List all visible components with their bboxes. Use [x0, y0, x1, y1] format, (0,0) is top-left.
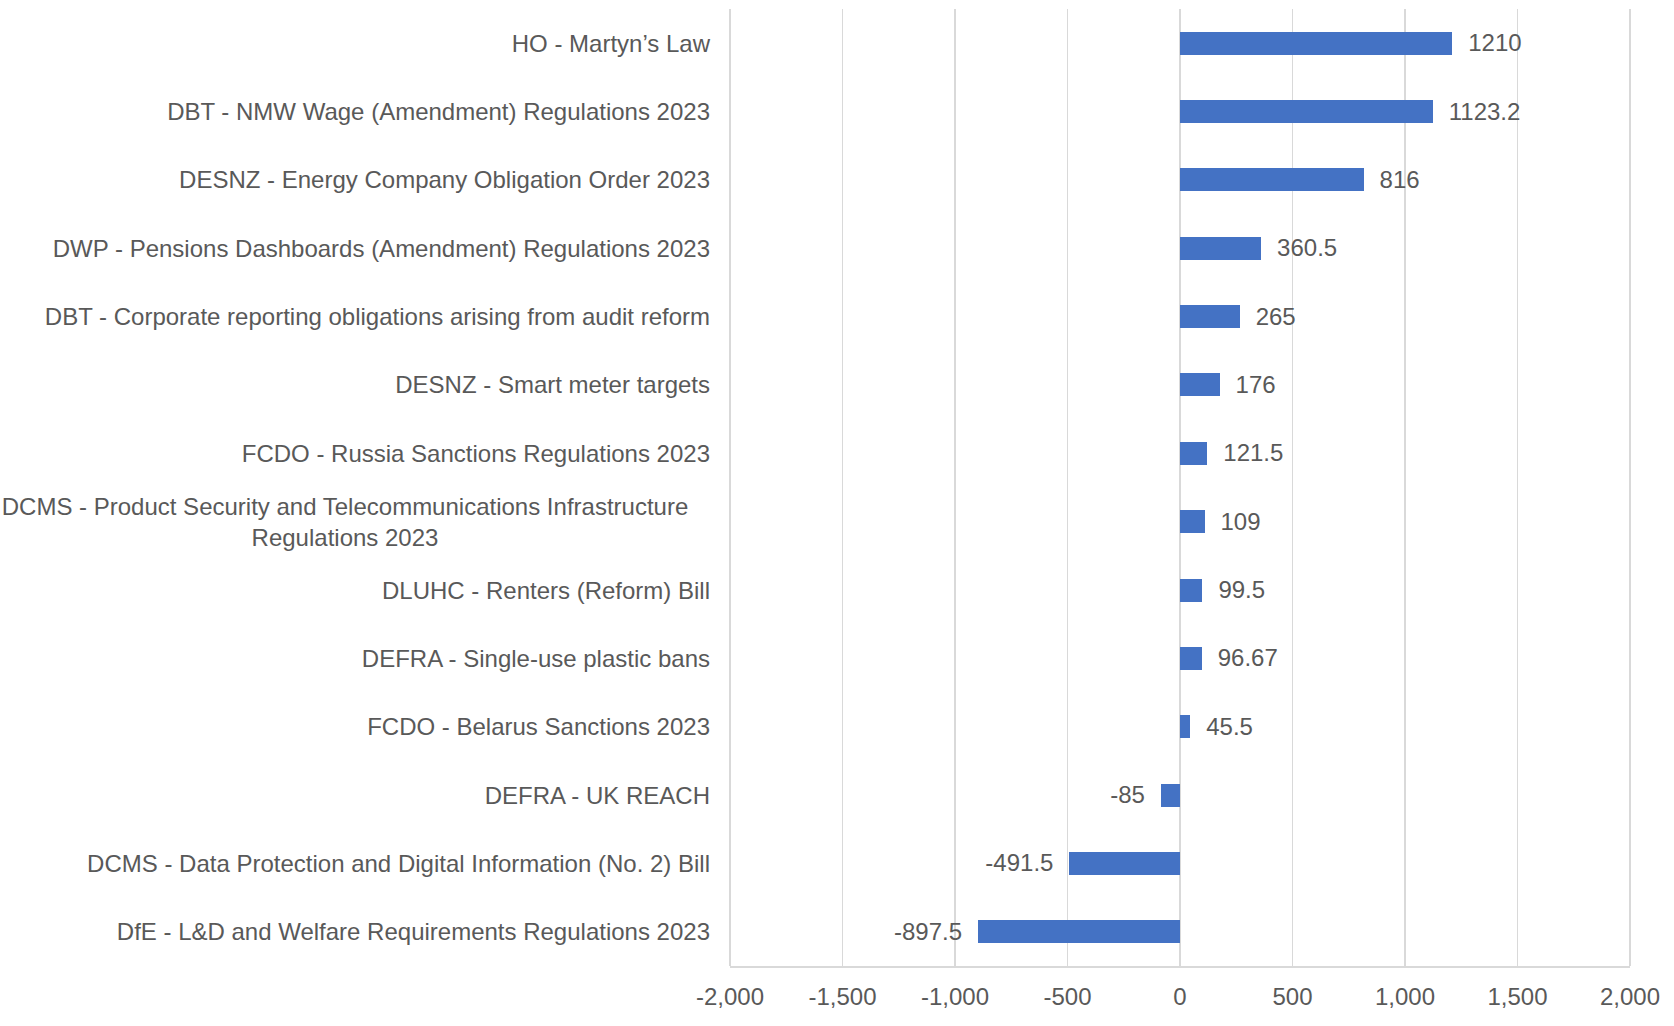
bar: [1161, 784, 1180, 807]
category-label: DBT - NMW Wage (Amendment) Regulations 2…: [0, 77, 710, 145]
category-label: DEFRA - Single-use plastic bans: [0, 624, 710, 692]
bar-value-label: 96.67: [1218, 624, 1438, 692]
category-label: FCDO - Russia Sanctions Regulations 2023: [0, 419, 710, 487]
category-label: DCMS - Product Security and Telecommunic…: [0, 488, 710, 556]
bar: [1180, 100, 1433, 123]
category-label: DBT - Corporate reporting obligations ar…: [0, 282, 710, 350]
x-axis-line: [730, 966, 1630, 968]
bar-value-label: 265: [1256, 282, 1476, 350]
gridline: [729, 9, 731, 966]
bar-value-label: 1123.2: [1449, 77, 1669, 145]
bar-value-label: -85: [925, 761, 1145, 829]
bar: [1069, 852, 1180, 875]
bar: [1180, 305, 1240, 328]
bar-value-label: 109: [1221, 488, 1441, 556]
bar: [1180, 32, 1452, 55]
x-axis-tick-label: 2,000: [1555, 982, 1674, 1012]
bar-value-label: 45.5: [1206, 693, 1426, 761]
category-label: DfE - L&D and Welfare Requirements Regul…: [0, 898, 710, 966]
bar: [978, 920, 1180, 943]
gridline: [1629, 9, 1631, 966]
category-label: DWP - Pensions Dashboards (Amendment) Re…: [0, 214, 710, 282]
bar-value-label: 99.5: [1218, 556, 1438, 624]
bar: [1180, 647, 1202, 670]
bar: [1180, 237, 1261, 260]
bar-value-label: 176: [1236, 351, 1456, 419]
bar-value-label: 121.5: [1223, 419, 1443, 487]
bar-value-label: 1210: [1468, 9, 1674, 77]
bar-value-label: 360.5: [1277, 214, 1497, 282]
category-label: FCDO - Belarus Sanctions 2023: [0, 693, 710, 761]
bar-value-label: -491.5: [833, 829, 1053, 897]
bar-chart: -2,000-1,500-1,000-50005001,0001,5002,00…: [0, 0, 1674, 1026]
bar: [1180, 373, 1220, 396]
bar-value-label: -897.5: [742, 898, 962, 966]
bar: [1180, 168, 1364, 191]
category-label: DESNZ - Energy Company Obligation Order …: [0, 146, 710, 214]
page: { "chart_data": { "type": "bar", "orient…: [0, 0, 1674, 1026]
bar: [1180, 510, 1205, 533]
category-label: DEFRA - UK REACH: [0, 761, 710, 829]
category-label: DCMS - Data Protection and Digital Infor…: [0, 829, 710, 897]
bar-value-label: 816: [1380, 146, 1600, 214]
gridline: [1179, 9, 1181, 966]
category-label: HO - Martyn’s Law: [0, 9, 710, 77]
category-label: DLUHC - Renters (Reform) Bill: [0, 556, 710, 624]
bar: [1180, 715, 1190, 738]
bar: [1180, 442, 1207, 465]
gridline: [842, 9, 844, 966]
category-label: DESNZ - Smart meter targets: [0, 351, 710, 419]
bar: [1180, 579, 1202, 602]
